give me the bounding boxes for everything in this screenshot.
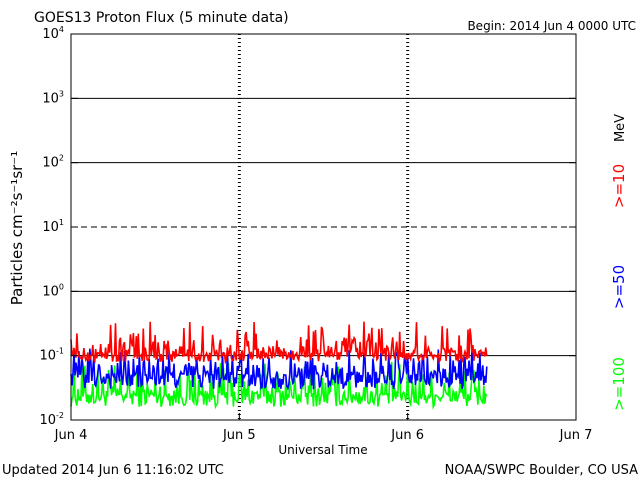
x-tick-label: Jun 7 [559, 428, 593, 443]
y-tick-label: 103 [42, 89, 64, 106]
begin-label: Begin: 2014 Jun 4 0000 UTC [467, 19, 636, 33]
x-tick-label: Jun 6 [390, 428, 424, 443]
units-label: MeV [613, 114, 628, 142]
series-line [70, 321, 488, 365]
y-tick-label: 100 [42, 282, 64, 299]
x-axis-label: Universal Time [278, 443, 367, 457]
legend-entry: >=100 [610, 357, 628, 411]
series-line [70, 348, 488, 391]
y-tick-label: 104 [42, 25, 64, 42]
legend-entry: >=10 [610, 164, 628, 208]
x-tick-label: Jun 5 [222, 428, 256, 443]
x-tick-labels: Jun 4 Jun 5 Jun 6 Jun 7 [54, 413, 593, 443]
grid-lines [71, 34, 576, 420]
series-traces [70, 321, 488, 410]
y-tick-label: 10-2 [39, 411, 64, 428]
footer-credit: NOAA/SWPC Boulder, CO USA [445, 463, 638, 478]
footer-updated: Updated 2014 Jun 6 11:16:02 UTC [2, 463, 224, 478]
y-tick-label: 102 [42, 154, 64, 171]
legend: >=10 >=50 >=100 [610, 164, 628, 411]
y-tick-label: 101 [42, 218, 64, 235]
legend-entry: >=50 [610, 265, 628, 309]
y-tick-labels: 10-2 10-1 100 101 102 103 104 [39, 25, 576, 428]
y-tick-label: 10-1 [39, 347, 64, 364]
x-tick-label: Jun 4 [54, 428, 88, 443]
chart-title: GOES13 Proton Flux (5 minute data) [34, 10, 289, 26]
y-axis-label: Particles cm⁻²s⁻¹sr⁻¹ [8, 151, 26, 305]
